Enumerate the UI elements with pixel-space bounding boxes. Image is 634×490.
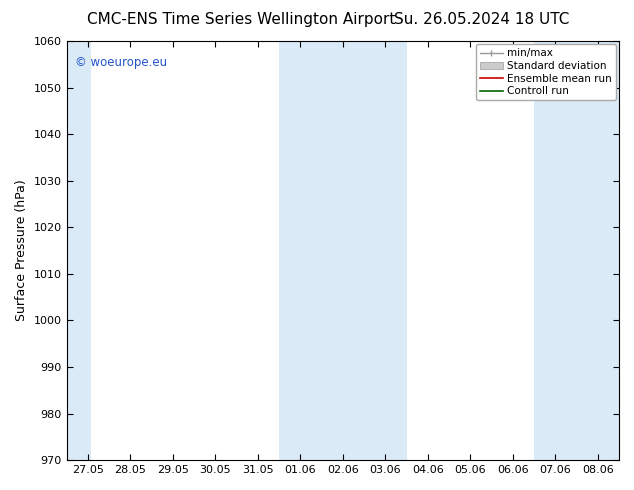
Bar <box>67 41 91 460</box>
Text: © woeurope.eu: © woeurope.eu <box>75 56 167 69</box>
Text: Su. 26.05.2024 18 UTC: Su. 26.05.2024 18 UTC <box>394 12 569 27</box>
Y-axis label: Surface Pressure (hPa): Surface Pressure (hPa) <box>15 180 28 321</box>
Legend: min/max, Standard deviation, Ensemble mean run, Controll run: min/max, Standard deviation, Ensemble me… <box>476 44 616 100</box>
Text: CMC-ENS Time Series Wellington Airport: CMC-ENS Time Series Wellington Airport <box>87 12 395 27</box>
Bar <box>279 41 406 460</box>
Bar <box>534 41 619 460</box>
